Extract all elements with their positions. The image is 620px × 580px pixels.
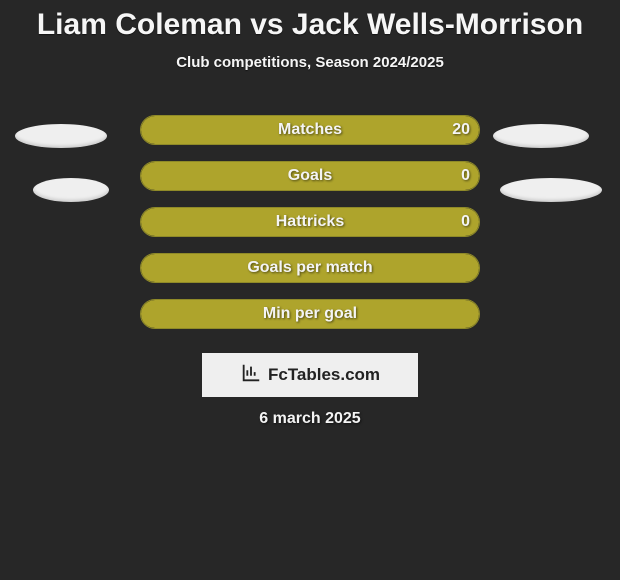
chart-icon: [240, 362, 262, 389]
stat-row: Hattricks0: [0, 207, 620, 239]
source-badge-text: FcTables.com: [268, 365, 380, 385]
side-ellipse: [15, 124, 107, 148]
bar-value-right: 0: [140, 207, 470, 237]
stat-row: Min per goal: [0, 299, 620, 331]
subtitle: Club competitions, Season 2024/2025: [0, 54, 620, 71]
bar-label: Goals per match: [140, 253, 480, 283]
bar-label: Min per goal: [140, 299, 480, 329]
bar-value-right: 0: [140, 161, 470, 191]
stat-row: Goals per match: [0, 253, 620, 285]
date-text: 6 march 2025: [0, 410, 620, 428]
side-ellipse: [500, 178, 602, 202]
source-badge: FcTables.com: [202, 353, 418, 397]
side-ellipse: [33, 178, 109, 202]
side-ellipse: [493, 124, 589, 148]
page-title: Liam Coleman vs Jack Wells-Morrison: [0, 0, 620, 42]
bar-value-right: 20: [140, 115, 470, 145]
